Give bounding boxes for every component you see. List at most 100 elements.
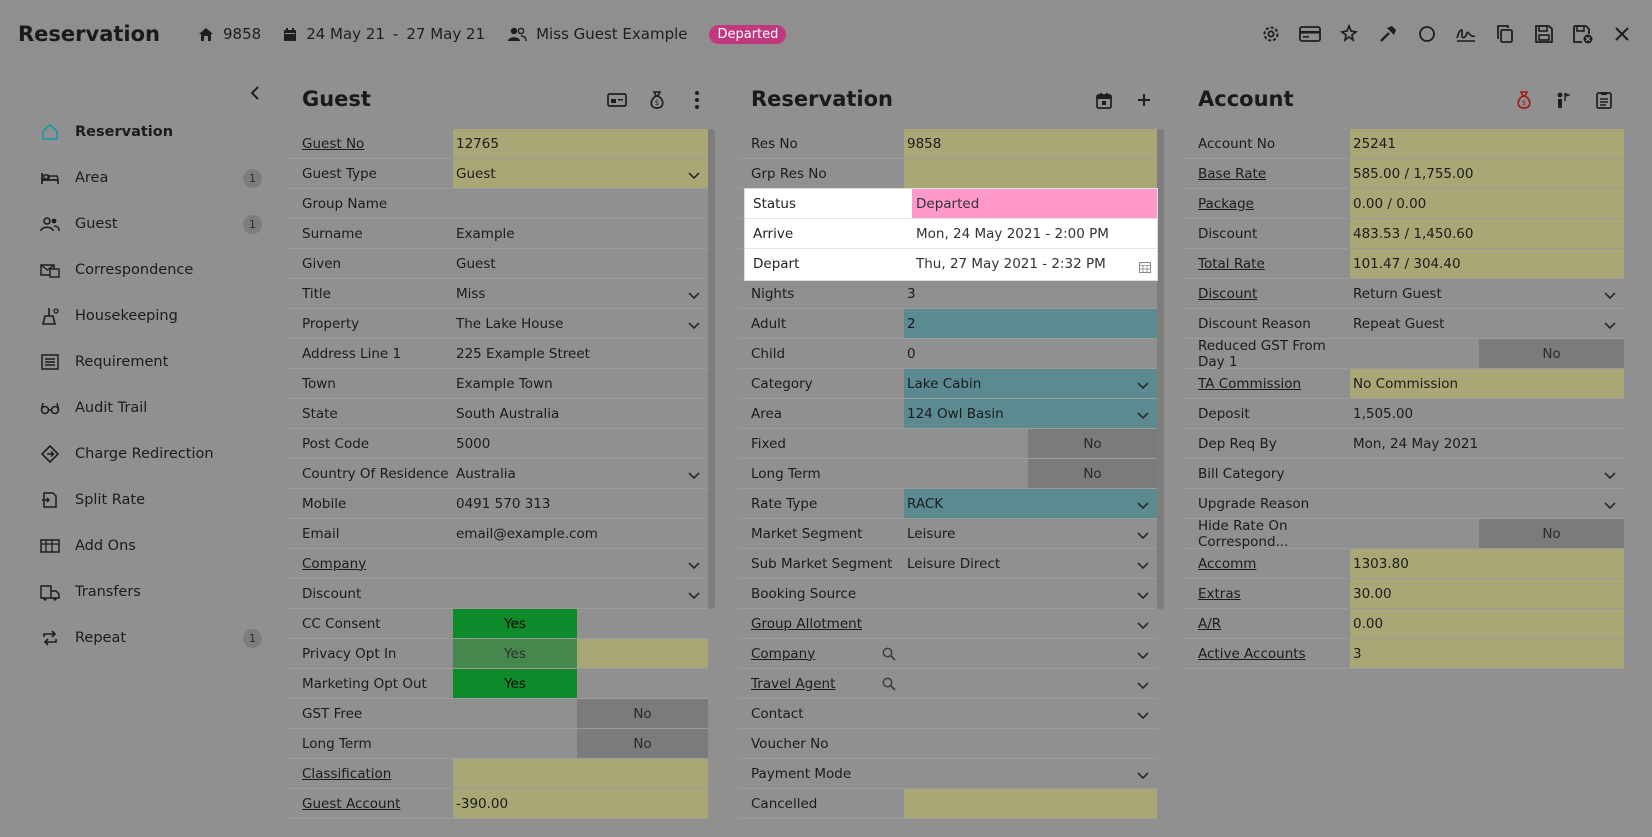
field-value[interactable]: [453, 549, 708, 578]
search-icon[interactable]: [882, 647, 896, 665]
chevron-down-icon[interactable]: [688, 318, 700, 334]
field-value[interactable]: 3: [1350, 639, 1624, 668]
sidebar-item-requirement[interactable]: Requirement: [17, 339, 277, 385]
field-value[interactable]: Lake Cabin: [904, 369, 1157, 398]
field-value[interactable]: 5000: [456, 435, 491, 452]
sidebar-item-correspondence[interactable]: Correspondence: [17, 247, 277, 293]
field-value[interactable]: [453, 189, 708, 218]
clipboard-icon[interactable]: [1593, 89, 1615, 111]
field-value[interactable]: The Lake House: [456, 315, 564, 332]
field-value[interactable]: [904, 609, 1157, 638]
field-value[interactable]: No Commission: [1350, 369, 1624, 398]
field-label[interactable]: Travel Agent: [751, 675, 836, 692]
status-field[interactable]: Departed: [912, 189, 1157, 218]
chevron-down-icon[interactable]: [1604, 498, 1616, 514]
field-value[interactable]: [1350, 459, 1624, 488]
field-value[interactable]: Leisure: [907, 525, 956, 542]
field-label[interactable]: Company: [751, 645, 816, 662]
field-value[interactable]: 0: [907, 345, 916, 362]
chevron-left-icon[interactable]: [249, 85, 261, 105]
field-value[interactable]: -390.00: [453, 789, 708, 818]
field-value[interactable]: Return Guest: [1353, 285, 1442, 302]
guest-scrollbar[interactable]: [708, 129, 715, 609]
field-value[interactable]: 0491 570 313: [456, 495, 551, 512]
toggle-no[interactable]: No: [577, 729, 708, 758]
field-label[interactable]: Base Rate: [1198, 165, 1267, 182]
field-value[interactable]: [1350, 489, 1624, 518]
field-value[interactable]: [453, 579, 708, 608]
field-label[interactable]: Group Allotment: [751, 615, 862, 632]
chevron-down-icon[interactable]: [1604, 468, 1616, 484]
copy-icon[interactable]: [1493, 22, 1517, 46]
field-value[interactable]: 1303.80: [1350, 549, 1624, 578]
field-value[interactable]: RACK: [904, 489, 1157, 518]
sidebar-item-transfers[interactable]: Transfers: [17, 569, 277, 615]
chevron-down-icon[interactable]: [688, 558, 700, 574]
field-value[interactable]: Repeat Guest: [1353, 315, 1445, 332]
field-label[interactable]: Package: [1198, 195, 1254, 212]
chevron-down-icon[interactable]: [1604, 288, 1616, 304]
toggle-track[interactable]: [577, 609, 708, 638]
chevron-down-icon[interactable]: [1137, 528, 1149, 544]
sidebar-item-audit-trail[interactable]: Audit Trail: [17, 385, 277, 431]
field-value[interactable]: Leisure Direct: [907, 555, 1001, 572]
chevron-down-icon[interactable]: [1137, 558, 1149, 574]
toggle-track[interactable]: [1350, 519, 1479, 548]
field-label[interactable]: Total Rate: [1198, 255, 1265, 272]
chevron-down-icon[interactable]: [1137, 378, 1149, 394]
field-label[interactable]: Accomm: [1198, 555, 1257, 572]
sidebar-item-reservation[interactable]: Reservation: [17, 109, 277, 155]
field-value[interactable]: email@example.com: [456, 525, 598, 542]
field-value[interactable]: Miss: [456, 285, 486, 302]
chevron-down-icon[interactable]: [1137, 588, 1149, 604]
field-value[interactable]: [904, 789, 1157, 818]
toggle-no[interactable]: No: [1479, 339, 1624, 368]
person-flag-icon[interactable]: [1553, 89, 1575, 111]
signature-icon[interactable]: [1454, 22, 1478, 46]
field-value[interactable]: 30.00: [1350, 579, 1624, 608]
chevron-down-icon[interactable]: [1137, 768, 1149, 784]
chevron-down-icon[interactable]: [688, 288, 700, 304]
sidebar-item-area[interactable]: Area 1: [17, 155, 277, 201]
field-value[interactable]: 101.47 / 304.40: [1350, 249, 1624, 278]
hammer-icon[interactable]: [1376, 22, 1400, 46]
field-label[interactable]: A/R: [1198, 615, 1222, 632]
field-label[interactable]: Classification: [302, 765, 392, 782]
field-value[interactable]: Example: [456, 225, 515, 242]
circle-icon[interactable]: [1415, 22, 1439, 46]
toggle-yes[interactable]: Yes: [453, 639, 577, 668]
chevron-down-icon[interactable]: [688, 588, 700, 604]
field-value[interactable]: [904, 699, 1157, 728]
field-value[interactable]: [904, 759, 1157, 788]
chevron-down-icon[interactable]: [688, 168, 700, 184]
calendar-icon[interactable]: [1093, 89, 1115, 111]
field-value[interactable]: [904, 729, 1157, 758]
more-vertical-icon[interactable]: [686, 89, 708, 111]
field-label[interactable]: Extras: [1198, 585, 1241, 602]
chevron-down-icon[interactable]: [1137, 498, 1149, 514]
plus-icon[interactable]: [1133, 89, 1155, 111]
field-value[interactable]: 2: [904, 309, 1157, 338]
field-value[interactable]: 483.53 / 1,450.60: [1350, 219, 1624, 248]
field-value[interactable]: 0.00 / 0.00: [1350, 189, 1624, 218]
sidebar-item-add-ons[interactable]: Add Ons: [17, 523, 277, 569]
toggle-track[interactable]: [577, 639, 708, 668]
field-label[interactable]: Guest No: [302, 135, 365, 152]
reservation-scrollbar[interactable]: [1157, 129, 1164, 609]
chevron-down-icon[interactable]: [1137, 408, 1149, 424]
field-value[interactable]: Guest: [453, 159, 708, 188]
id-card-icon[interactable]: [606, 89, 628, 111]
chevron-down-icon[interactable]: [1137, 708, 1149, 724]
field-value[interactable]: 585.00 / 1,755.00: [1350, 159, 1624, 188]
toggle-track[interactable]: [1350, 339, 1479, 368]
magic-wand-icon[interactable]: [1337, 22, 1361, 46]
field-value[interactable]: [904, 669, 1157, 698]
save-icon[interactable]: [1532, 22, 1556, 46]
toggle-no[interactable]: No: [1479, 519, 1624, 548]
money-bag-icon[interactable]: $: [646, 89, 668, 111]
save-close-icon[interactable]: [1571, 22, 1595, 46]
sidebar-item-split-rate[interactable]: Split Rate: [17, 477, 277, 523]
field-label[interactable]: Company: [302, 555, 367, 572]
toggle-track[interactable]: [453, 729, 577, 758]
money-bag-alert-icon[interactable]: $: [1513, 89, 1535, 111]
